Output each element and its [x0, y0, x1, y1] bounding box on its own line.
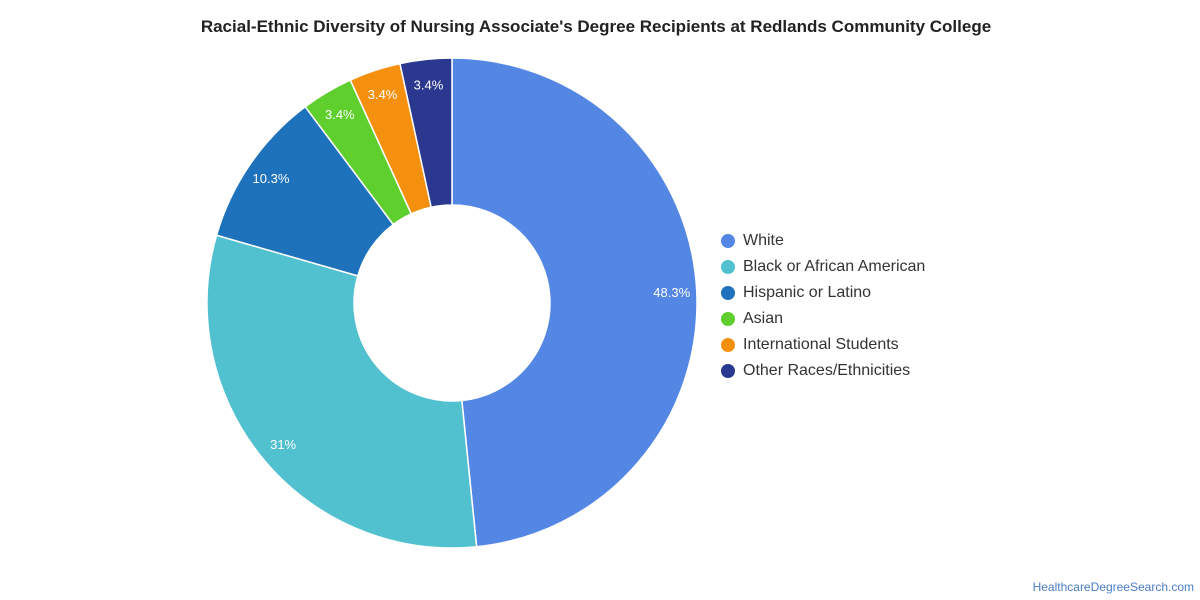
legend-marker: [721, 364, 735, 378]
legend-marker: [721, 286, 735, 300]
slice-hispanic-or-latino[interactable]: [215, 105, 395, 277]
legend-item[interactable]: White: [721, 228, 925, 254]
slice-value-label: 10.3%: [253, 171, 290, 186]
slice-other-races-ethnicities[interactable]: [399, 57, 453, 209]
legend: White Black or African American Hispanic o…: [721, 228, 925, 384]
legend-label: White: [743, 232, 784, 249]
legend-marker: [721, 338, 735, 352]
slice-value-label: 3.4%: [414, 77, 444, 92]
chart-title: Racial-Ethnic Diversity of Nursing Assoc…: [200, 17, 992, 36]
legend-label: Asian: [743, 310, 784, 327]
slice-labels-group: 48.3% 31% 10.3% 3.4% 3.4% 3.4%: [253, 77, 691, 452]
legend-item[interactable]: Asian: [721, 306, 925, 332]
slice-white[interactable]: [451, 57, 698, 548]
legend-label: Other Races/Ethnicities: [743, 362, 911, 379]
slices-group: [206, 57, 698, 549]
legend-marker: [721, 234, 735, 248]
legend-item[interactable]: Other Races/Ethnicities: [721, 358, 925, 384]
legend-item[interactable]: Black or African American: [721, 254, 925, 280]
legend-item[interactable]: International Students: [721, 332, 925, 358]
legend-label: International Students: [743, 336, 899, 353]
slice-black-or-african-american[interactable]: [206, 234, 478, 549]
legend-label: Hispanic or Latino: [743, 284, 872, 301]
slice-value-label: 31%: [270, 437, 296, 452]
slice-value-label: 48.3%: [653, 285, 690, 300]
legend-item[interactable]: Hispanic or Latino: [721, 280, 925, 306]
slice-value-label: 3.4%: [368, 87, 398, 102]
legend-marker: [721, 260, 735, 274]
legend-marker: [721, 312, 735, 326]
source-watermark[interactable]: HealthcareDegreeSearch.com: [1032, 580, 1194, 594]
slice-value-label: 3.4%: [325, 107, 355, 122]
legend-label: Black or African American: [743, 258, 926, 275]
